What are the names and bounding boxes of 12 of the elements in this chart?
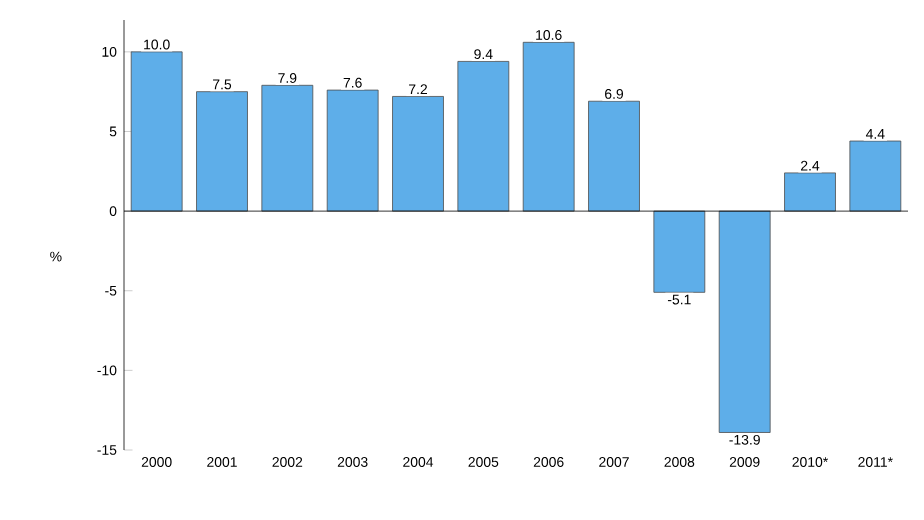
bar [196, 91, 248, 212]
bar [784, 172, 836, 212]
bar [588, 100, 640, 212]
bar [457, 61, 510, 212]
bar [522, 41, 575, 212]
bar [392, 96, 444, 212]
bar [849, 140, 902, 212]
bar [261, 84, 314, 212]
bar [718, 210, 771, 433]
bar [326, 89, 379, 212]
bar [653, 210, 706, 293]
bar [130, 51, 183, 212]
